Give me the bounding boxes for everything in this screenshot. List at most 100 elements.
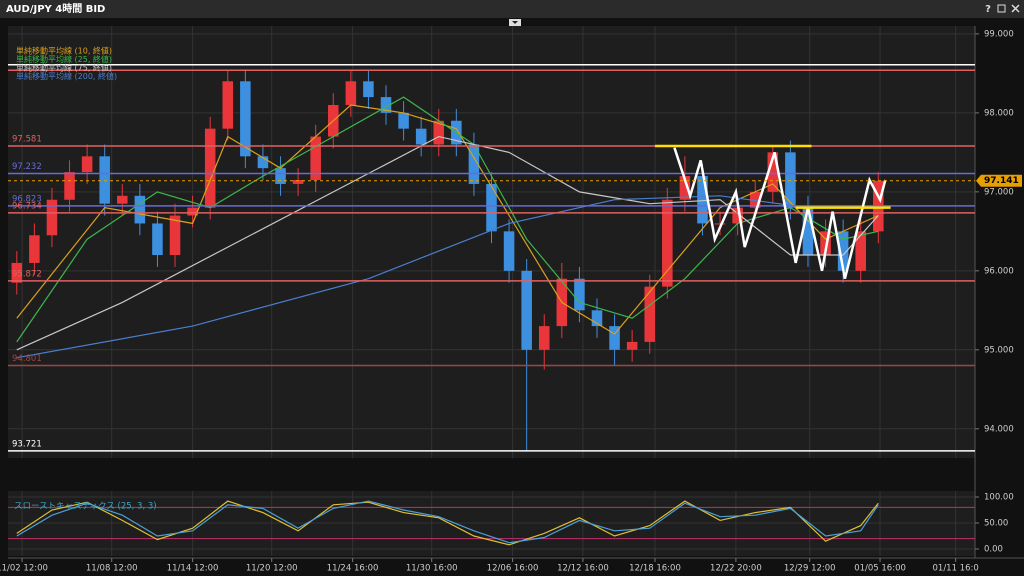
close-button[interactable] [1011,4,1020,13]
candle-body [204,128,216,208]
x-tick-label: 11/24 16:00 [327,564,379,574]
candle-body [802,207,814,256]
x-tick-label: 11/30 16:00 [406,564,458,574]
stoch-plot [8,500,975,546]
level-label: 95.872 [12,269,42,279]
candle-body [99,156,110,204]
y-tick-label: 96.000 [984,266,1014,276]
axes: 99.000 98.000 97.000 96.000 95.000 94.000 11/0… [0,29,1022,574]
candle-body [117,195,128,204]
x-tick-label: 11/14 12:00 [167,564,219,574]
candle-body [81,156,93,173]
candle-body [538,326,550,350]
x-tick-label: 12/06 16:00 [487,564,539,574]
candle-body [11,262,23,283]
candle-body [503,231,515,271]
x-tick-label: 11/08 12:00 [86,564,138,574]
y-tick-label: 95.000 [984,345,1014,355]
level-label: 96.823 [12,194,42,204]
candle-body [134,195,146,224]
candle-body [380,97,392,113]
candle-body [732,207,743,224]
last-price-tag [976,174,1022,187]
main-plot [8,63,975,452]
level-label: 96.734 [12,201,42,211]
candle-body [433,120,445,145]
y-tick-label: 0.00 [984,544,1003,554]
candle-body [855,231,866,271]
level-label: 97.232 [12,162,42,172]
legend-entry: 単純移動平均線 (10, 終値) [16,46,112,56]
x-tick-label: 01/11 16:0 [933,564,979,574]
candle-body [415,128,427,145]
stoch-panel [8,491,975,556]
y-tick-label: 94.000 [984,424,1014,434]
candle-body [275,168,286,184]
grid [8,26,975,556]
y-tick-label: 100.00 [984,492,1014,502]
level-label: 97.581 [12,134,42,144]
candle-body [662,199,673,287]
legend-entry: 単純移動平均線 (75, 終値) [16,63,112,73]
candle-body [486,183,497,232]
line-series [16,96,879,343]
y-tick-label: 99.000 [984,29,1014,39]
candle-body [785,152,796,208]
legend-entry: 単純移動平均線 (25, 終値) [16,54,112,64]
legend-entry: 単純移動平均線 (200, 終値) [16,71,117,81]
x-tick-label: 12/12 16:00 [557,564,609,574]
candle-body [820,231,831,256]
candle-body [714,223,726,225]
line-series [16,500,879,546]
candle-body [169,215,181,256]
line-series [16,500,879,544]
y-tick-label: 98.000 [984,108,1014,118]
y-tick-label: 97.000 [984,187,1014,197]
candle-body [345,81,357,105]
candle-body [398,112,409,129]
candle-body [468,144,480,184]
candle-body [837,231,849,271]
x-tick-label: 11/20 12:00 [246,564,298,574]
candle-body [521,270,532,350]
x-tick-label: 12/18 16:00 [629,564,681,574]
line-series [16,104,879,335]
line-series [16,135,879,351]
maximize-button[interactable] [997,4,1006,13]
panel-title: スローストキャスティクス (25, 3, 3) [14,502,157,512]
candle-body [574,278,585,311]
title-bar [0,0,1024,18]
candle-body [644,286,656,342]
candle-body [626,341,638,350]
level-label: 93.721 [12,439,42,449]
candle-body [257,156,269,169]
candle-body [679,176,691,200]
help-button[interactable]: ? [985,4,991,15]
collapse-icon [512,21,518,24]
zigzag-drawing [673,147,887,280]
candle-body [64,172,75,200]
x-tick-label: 01/05 16:00 [854,564,906,574]
candle-body [29,235,40,263]
candle-body [240,81,251,157]
level-label: 94.801 [12,354,42,364]
x-tick-label: 12/22 20:00 [710,564,762,574]
last-price-label: 97.141 [984,176,1019,186]
candle-body [152,223,163,256]
candle-body [187,207,198,216]
x-tick-label: 11/02 12:00 [0,564,48,574]
candle-body [591,310,603,327]
x-tick-label: 12/29 12:00 [784,564,836,574]
candle-body [697,176,708,224]
candle-body [46,199,58,236]
window-title: AUD/JPY 4時間 BID [6,2,105,15]
candle-body [222,81,234,129]
candle-body [749,191,761,208]
candle-body [363,81,374,98]
candle-body [609,326,620,350]
candle-body [767,152,779,192]
candle-body [310,136,321,181]
y-tick-label: 50.00 [984,518,1008,528]
